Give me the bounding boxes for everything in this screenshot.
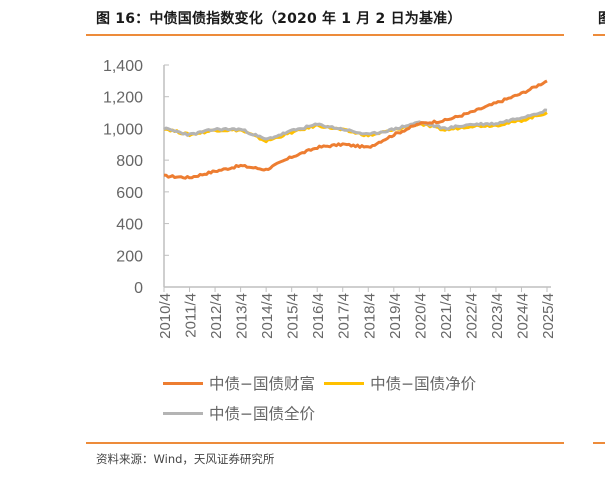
bottom-rule-right xyxy=(593,442,605,444)
y-tick-label: 1,400 xyxy=(103,58,143,75)
y-tick-label: 600 xyxy=(116,185,143,202)
series-line-2 xyxy=(163,108,548,141)
x-tick-label: 2012/4 xyxy=(208,293,225,339)
y-tick-label: 200 xyxy=(116,248,143,265)
legend-label-full: 中债−国债全价 xyxy=(209,405,315,423)
legend-item-net: 中债−国债净价 xyxy=(324,368,476,398)
series-line-1 xyxy=(163,111,548,144)
series-line-0 xyxy=(163,79,548,180)
x-tick-label: 2019/4 xyxy=(387,293,404,339)
source-note: 资料来源：Wind，天风证券研究所 xyxy=(96,452,275,466)
legend-item-full: 中债−国债全价 xyxy=(163,398,315,428)
x-tick-label: 2020/4 xyxy=(412,293,429,339)
y-tick-label: 1,200 xyxy=(103,90,143,107)
x-tick-label: 2010/4 xyxy=(157,293,174,339)
x-tick-label: 2017/4 xyxy=(336,293,353,339)
bottom-rule xyxy=(86,442,564,444)
x-tick-label: 2015/4 xyxy=(285,293,302,339)
top-rule xyxy=(86,34,564,36)
x-tick-label: 2018/4 xyxy=(361,293,378,339)
y-axis: 0 200 400 600 800 1,000 1,200 1,400 xyxy=(103,58,169,297)
legend-swatch-full xyxy=(163,411,203,415)
x-tick-label: 2022/4 xyxy=(463,293,480,339)
x-tick-label: 2021/4 xyxy=(438,293,455,339)
y-tick-label: 400 xyxy=(116,217,143,234)
x-axis: 2010/4 2011/4 2012/4 2013/4 2014/4 2015/4 2016… xyxy=(157,286,557,339)
chart-legend: 中债−国债财富 中债−国债净价 中债−国债全价 xyxy=(163,368,563,428)
x-tick-label: 2025/4 xyxy=(540,293,557,339)
chart-title: 图 16：中债国债指数变化（2020 年 1 月 2 日为基准） xyxy=(96,11,462,27)
legend-swatch-net xyxy=(324,381,365,385)
next-figure-title-fragment: 图 xyxy=(598,8,605,28)
x-tick-label: 2011/4 xyxy=(183,293,200,338)
chart-series xyxy=(163,79,548,180)
legend-swatch-wealth xyxy=(163,381,203,385)
x-tick-label: 2014/4 xyxy=(259,293,276,339)
x-tick-label: 2013/4 xyxy=(234,293,251,339)
legend-item-wealth: 中债−国债财富 xyxy=(163,368,315,398)
y-tick-label: 0 xyxy=(134,280,143,297)
y-tick-label: 1,000 xyxy=(103,121,143,138)
x-tick-label: 2024/4 xyxy=(514,293,531,339)
top-rule-right xyxy=(593,34,605,36)
y-tick-label: 800 xyxy=(116,153,143,170)
x-tick-label: 2023/4 xyxy=(489,293,506,339)
legend-label-wealth: 中债−国债财富 xyxy=(209,375,315,393)
x-tick-label: 2016/4 xyxy=(310,293,327,339)
legend-label-net: 中债−国债净价 xyxy=(370,375,477,393)
